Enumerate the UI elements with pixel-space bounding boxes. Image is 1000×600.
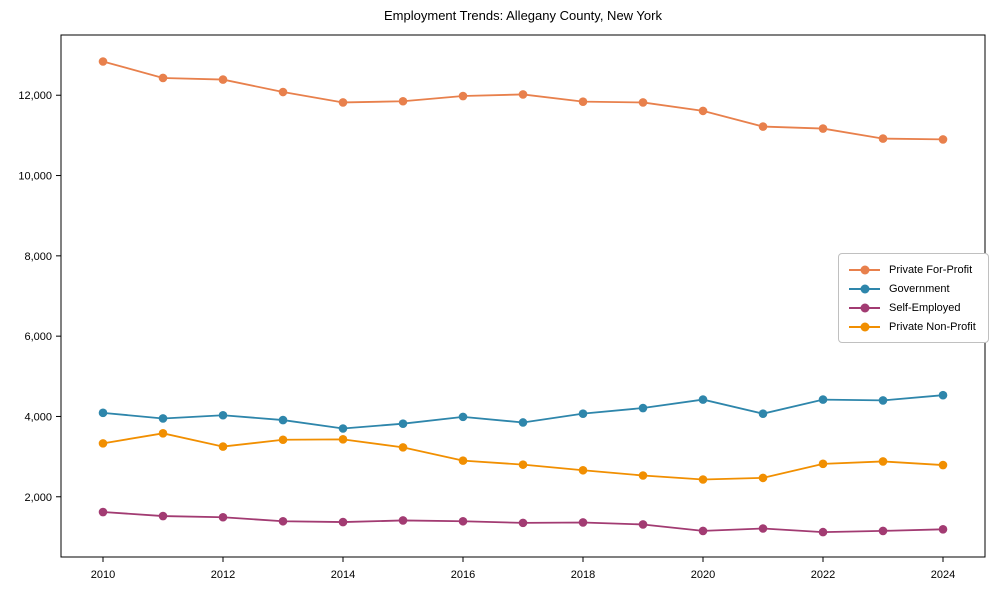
y-axis-tick-label: 8,000 [24, 251, 52, 263]
data-point-government-2012 [218, 410, 228, 420]
data-point-private-non-profit-2015 [398, 443, 408, 452]
x-axis-tick-label: 2024 [931, 569, 955, 581]
data-point-private-for-profit-2019 [638, 98, 648, 107]
y-axis-tick-label: 6,000 [24, 331, 52, 343]
data-point-government-2017 [518, 418, 528, 427]
legend-label: Private For-Profit [889, 263, 973, 276]
data-point-private-non-profit-2024 [938, 460, 948, 470]
data-point-private-for-profit-2023 [878, 134, 888, 143]
data-point-private-non-profit-2021 [758, 473, 768, 483]
data-point-private-non-profit-2010 [98, 439, 108, 448]
data-point-self-employed-2012 [218, 512, 228, 522]
data-point-private-non-profit-2012 [218, 442, 228, 451]
data-point-private-non-profit-2011 [158, 429, 168, 438]
data-point-government-2019 [638, 403, 648, 413]
legend-label: Government [889, 282, 950, 295]
data-point-private-for-profit-2010 [98, 57, 108, 66]
data-point-private-non-profit-2014 [338, 435, 348, 444]
x-axis-tick-label: 2016 [451, 569, 475, 581]
y-axis-tick-label: 12,000 [18, 90, 52, 102]
data-point-private-for-profit-2021 [758, 122, 768, 131]
data-point-private-for-profit-2016 [458, 91, 468, 101]
x-axis-tick-label: 2012 [211, 569, 235, 581]
data-point-self-employed-2014 [338, 517, 348, 527]
x-axis-tick-label: 2022 [811, 569, 835, 581]
legend-item-private-for-profit: Private For-Profit [849, 260, 976, 279]
data-point-government-2014 [338, 424, 348, 433]
data-point-private-for-profit-2015 [398, 96, 408, 106]
data-point-government-2011 [158, 414, 168, 423]
legend: Private For-Profit Government Self-Emplo… [838, 253, 989, 343]
data-point-self-employed-2018 [578, 518, 588, 527]
legend-marker-dot [860, 265, 869, 274]
data-point-private-for-profit-2017 [518, 90, 528, 99]
data-point-government-2015 [398, 419, 408, 428]
series-line-private-non-profit [102, 432, 944, 481]
data-point-government-2013 [278, 415, 288, 425]
data-point-self-employed-2022 [818, 527, 828, 537]
legend-line-marker-swatch [849, 284, 880, 293]
data-point-private-for-profit-2012 [218, 75, 228, 84]
data-point-self-employed-2021 [758, 524, 768, 533]
data-point-private-non-profit-2023 [878, 457, 888, 466]
chart-title: Employment Trends: Allegany County, New … [384, 8, 662, 23]
legend-line-marker-swatch [849, 322, 880, 331]
legend-label: Private Non-Profit [889, 320, 976, 333]
data-point-self-employed-2019 [638, 520, 648, 529]
legend-marker-dot [860, 303, 869, 312]
data-point-private-for-profit-2018 [578, 97, 588, 106]
data-point-self-employed-2024 [938, 524, 948, 534]
data-point-government-2021 [758, 409, 768, 418]
data-point-private-non-profit-2017 [518, 460, 528, 469]
x-axis-tick-label: 2010 [91, 569, 115, 581]
data-point-government-2018 [578, 409, 588, 418]
data-point-government-2010 [98, 408, 108, 418]
data-point-private-for-profit-2013 [278, 87, 288, 97]
legend-marker-dot [860, 322, 869, 331]
data-point-self-employed-2020 [698, 526, 708, 536]
legend-label: Self-Employed [889, 301, 961, 314]
data-point-private-for-profit-2022 [818, 124, 828, 133]
legend-item-private-non-profit: Private Non-Profit [849, 317, 976, 336]
legend-marker-dot [860, 284, 869, 293]
data-point-self-employed-2010 [98, 507, 108, 517]
data-point-self-employed-2013 [278, 516, 288, 526]
data-point-private-non-profit-2019 [638, 471, 648, 480]
data-point-self-employed-2017 [518, 518, 528, 528]
data-point-self-employed-2016 [458, 516, 468, 526]
data-point-private-non-profit-2018 [578, 465, 588, 475]
data-point-private-for-profit-2024 [938, 135, 948, 144]
data-point-private-non-profit-2022 [818, 459, 828, 469]
data-point-government-2020 [698, 395, 708, 404]
data-point-private-for-profit-2014 [338, 98, 348, 107]
data-point-government-2022 [818, 395, 828, 404]
x-axis-tick-label: 2020 [691, 569, 715, 581]
data-point-government-2023 [878, 396, 888, 405]
legend-line-marker-swatch [849, 303, 880, 312]
data-point-private-non-profit-2013 [278, 435, 288, 445]
data-point-self-employed-2023 [878, 526, 888, 536]
data-point-self-employed-2015 [398, 516, 408, 525]
x-axis-tick-label: 2014 [331, 569, 355, 581]
data-point-government-2016 [458, 412, 468, 422]
legend-item-government: Government [849, 279, 976, 298]
data-point-self-employed-2011 [158, 511, 168, 521]
legend-item-self-employed: Self-Employed [849, 298, 976, 317]
data-point-private-non-profit-2016 [458, 456, 468, 465]
data-point-private-non-profit-2020 [698, 475, 708, 484]
series-line-private-for-profit [102, 60, 944, 141]
y-axis-tick-label: 10,000 [18, 171, 52, 183]
data-point-private-for-profit-2011 [158, 73, 168, 83]
x-axis-tick-label: 2018 [571, 569, 595, 581]
y-axis-tick-label: 2,000 [24, 492, 52, 504]
data-point-government-2024 [938, 390, 948, 400]
legend-line-marker-swatch [849, 265, 880, 274]
y-axis-tick-label: 4,000 [24, 411, 52, 423]
data-point-private-for-profit-2020 [698, 106, 708, 116]
